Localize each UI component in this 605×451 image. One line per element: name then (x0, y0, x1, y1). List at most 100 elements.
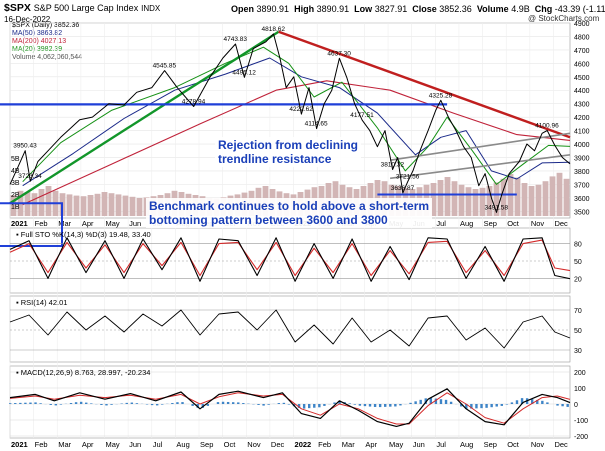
macd-level-label: 200 (574, 370, 586, 377)
volume-bar (444, 177, 451, 216)
y-tick-label: 4300 (574, 102, 590, 109)
x-tick-label: Dec (271, 440, 285, 449)
volume-bar (45, 186, 52, 216)
x-tick-label: Jun (129, 219, 141, 228)
x-tick-label: May (106, 440, 120, 449)
volume-bar (94, 193, 101, 216)
macd-histogram-bar (378, 404, 382, 408)
wedge-lower-line (389, 154, 571, 180)
macd-histogram-bar (323, 404, 326, 406)
macd-histogram-bar (9, 403, 12, 404)
benchmark-annotation: Benchmark continues to hold above a shor… (146, 198, 433, 228)
sto-level-label: 50 (574, 259, 582, 266)
x-tick-label: Aug (176, 440, 189, 449)
macd-histogram-bar (282, 402, 286, 404)
volume-bar (31, 193, 38, 216)
macd-histogram-bar (394, 404, 397, 407)
macd-label: ▪ MACD(12,26,9) 8.763, 28.997, -20.234 (16, 368, 151, 377)
x-tick-label: Sep (484, 219, 497, 228)
volume-bar (514, 177, 521, 216)
volume-bar (101, 192, 108, 216)
macd-histogram-bar (226, 401, 230, 404)
macd-histogram-bar (515, 400, 519, 404)
macd-histogram-bar (399, 404, 402, 406)
macd-histogram-bar (409, 402, 412, 404)
y-tick-label: 3900 (574, 155, 590, 162)
volume-bar (535, 184, 542, 216)
y-tick-label: 4800 (574, 34, 590, 41)
macd-histogram-bar (54, 404, 58, 406)
macd-histogram-bar (358, 404, 362, 406)
x-tick-label: Nov (247, 440, 261, 449)
x-tick-label: Aug (460, 440, 473, 449)
price-label: 4325.28 (429, 92, 453, 99)
downtrend-line (278, 30, 571, 139)
macd-histogram-bar (130, 402, 134, 404)
x-tick-label: Mar (58, 440, 71, 449)
macd-histogram-bar (313, 404, 316, 408)
x-tick-label: Feb (35, 440, 48, 449)
index-name: S&P 500 Large Cap Index (33, 3, 139, 13)
macd-line (9, 388, 571, 427)
macd-histogram-bar (49, 404, 52, 405)
volume-bar (549, 176, 556, 216)
x-tick-label: Jun (413, 440, 425, 449)
macd-histogram-bar (231, 402, 235, 404)
y-tick-label: 4600 (574, 61, 590, 68)
y-tick-label: 4400 (574, 88, 590, 95)
volume-bar (556, 172, 563, 216)
macd-level-label: 100 (574, 386, 586, 393)
macd-histogram-bar (135, 403, 139, 404)
y-tick-label: 4700 (574, 48, 590, 55)
price-label: 3723.34 (18, 173, 42, 180)
macd-histogram-bar (318, 404, 321, 408)
macd-histogram-bar (191, 404, 194, 406)
macd-histogram-bar (475, 404, 478, 409)
price-label: 3721.56 (396, 173, 420, 180)
macd-histogram-bar (155, 404, 159, 406)
x-tick-label: Sep (200, 440, 213, 449)
volume-bar (472, 189, 479, 216)
watermark: @ StockCharts.com (528, 14, 600, 23)
macd-histogram-bar (333, 402, 336, 404)
price-label: 4100.96 (535, 122, 559, 129)
x-tick-label: 2021 (11, 219, 28, 228)
macd-histogram-bar (105, 404, 108, 406)
x-tick-label: Nov (531, 219, 545, 228)
y-tick-label: 4900 (574, 21, 590, 28)
volume-axis-label: 3B (11, 180, 20, 187)
x-tick-label: Mar (58, 219, 71, 228)
x-tick-label: Oct (224, 440, 237, 449)
macd-histogram-bar (59, 404, 63, 405)
macd-histogram-bar (470, 404, 473, 409)
rsi-level-label: 30 (574, 348, 582, 355)
x-tick-label: Dec (554, 219, 568, 228)
volume-bar (66, 194, 73, 216)
volume-bar (437, 180, 444, 216)
macd-histogram-bar (424, 398, 427, 404)
macd-level-label: -200 (574, 434, 588, 441)
x-tick-label: Mar (342, 440, 355, 449)
macd-level-label: -100 (574, 418, 588, 425)
volume-bar (542, 181, 549, 216)
macd-histogram-bar (262, 404, 265, 406)
price-label: 4495.12 (232, 69, 256, 76)
macd-level-label: 0 (574, 402, 578, 409)
sto-d-line (9, 239, 571, 277)
x-tick-label: Apr (82, 440, 94, 449)
macd-histogram-bar (556, 404, 559, 406)
macd-histogram-bar (110, 404, 113, 405)
macd-histogram-bar (277, 403, 280, 404)
x-tick-label: Dec (554, 440, 568, 449)
macd-histogram-bar (150, 404, 154, 406)
macd-histogram-bar (206, 404, 210, 406)
price-label: 4114.65 (305, 121, 328, 128)
price-label: 4278.94 (182, 99, 206, 106)
x-tick-label: Jun (129, 440, 141, 449)
macd-histogram-bar (500, 404, 503, 406)
macd-histogram-bar (566, 404, 569, 407)
ma200-line (22, 80, 571, 206)
volume-bar (465, 187, 472, 216)
legend-price: $SPX (Daily) 3852.36 (12, 22, 80, 29)
y-tick-label: 3800 (574, 169, 590, 176)
